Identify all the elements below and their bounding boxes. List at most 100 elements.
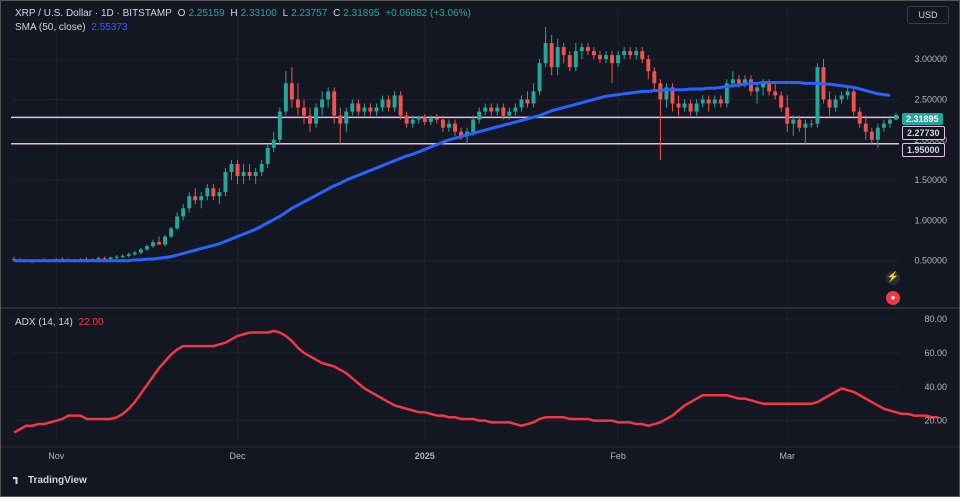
candle-body bbox=[277, 111, 282, 140]
adx-legend[interactable]: ADX (14, 14) 22.00 bbox=[15, 317, 107, 328]
sma-label: SMA (50, close) bbox=[15, 22, 86, 33]
candle-body bbox=[132, 252, 137, 255]
candle-body bbox=[446, 123, 451, 128]
close-label: C bbox=[333, 8, 341, 19]
candle-body bbox=[102, 258, 107, 260]
y-tick-label: 0.50000 bbox=[914, 256, 947, 266]
candle-body bbox=[894, 114, 898, 120]
candle-body bbox=[489, 107, 494, 112]
candle-body bbox=[640, 51, 645, 60]
currency-button[interactable]: USD bbox=[907, 6, 949, 24]
candle-body bbox=[404, 115, 409, 124]
sma-line bbox=[14, 81, 891, 263]
sma-legend[interactable]: SMA (50, close) 2.55373 bbox=[15, 22, 131, 33]
open-label: O bbox=[177, 8, 186, 19]
candle-body bbox=[150, 242, 155, 247]
candle-body bbox=[501, 107, 506, 116]
candle-body bbox=[567, 55, 572, 68]
candle-body bbox=[253, 172, 258, 177]
candle-body bbox=[682, 103, 687, 108]
x-tick-label: Mar bbox=[779, 451, 795, 461]
high-value: 2.33100 bbox=[240, 8, 277, 19]
candle-body bbox=[314, 107, 319, 124]
candle-body bbox=[211, 188, 216, 197]
candle-body bbox=[652, 71, 657, 84]
candle-body bbox=[410, 119, 415, 124]
symbol-label[interactable]: XRP / U.S. Dollar · 1D · BITSTAMP bbox=[15, 8, 172, 19]
candle-body bbox=[833, 99, 838, 108]
x-tick-label: 2025 bbox=[415, 451, 435, 461]
candle-body bbox=[471, 119, 476, 132]
candle-body bbox=[791, 119, 796, 124]
candle-body bbox=[585, 47, 590, 52]
candle-body bbox=[422, 117, 427, 123]
candle-body bbox=[749, 79, 753, 92]
candle-body bbox=[845, 91, 850, 96]
candle-body bbox=[531, 91, 536, 104]
candle-body bbox=[513, 107, 518, 112]
candle-body bbox=[259, 163, 264, 173]
candle-body bbox=[265, 147, 270, 164]
candle-body bbox=[761, 83, 766, 88]
tradingview-logo[interactable]: TradingView bbox=[13, 475, 87, 486]
candle-body bbox=[271, 139, 276, 148]
candle-body bbox=[730, 79, 735, 84]
candle-body bbox=[561, 47, 566, 56]
candle-body bbox=[616, 55, 621, 64]
tradingview-icon bbox=[13, 477, 18, 484]
candle-body bbox=[767, 83, 772, 92]
candle-body bbox=[295, 99, 300, 108]
candle-body bbox=[779, 95, 784, 108]
candle-body bbox=[453, 123, 457, 132]
candle-body bbox=[519, 99, 524, 108]
candle-body bbox=[144, 246, 149, 250]
candle-body bbox=[434, 118, 439, 120]
candle-body bbox=[247, 172, 252, 177]
candle-body bbox=[483, 107, 488, 112]
x-tick-label: Dec bbox=[230, 451, 247, 461]
candle-body bbox=[157, 242, 161, 245]
candle-body bbox=[199, 196, 204, 201]
candle-body bbox=[863, 123, 868, 132]
low-label: L bbox=[282, 8, 289, 19]
candle-body bbox=[839, 95, 844, 100]
candle-body bbox=[302, 107, 306, 116]
low-value: 2.23757 bbox=[291, 8, 328, 19]
candle-body bbox=[138, 249, 143, 253]
last-price-tag: 2.31895 bbox=[902, 113, 943, 125]
flag-icon[interactable]: ● bbox=[886, 291, 900, 305]
candle-body bbox=[392, 95, 397, 108]
x-tick-label: Feb bbox=[610, 451, 626, 461]
lightning-icon[interactable]: ⚡ bbox=[886, 271, 900, 285]
candle-body bbox=[742, 79, 747, 84]
y-tick-label: 1.50000 bbox=[914, 175, 947, 185]
candle-body bbox=[549, 43, 554, 68]
candle-body bbox=[283, 83, 288, 112]
candle-body bbox=[604, 55, 608, 60]
candle-body bbox=[386, 99, 391, 108]
candle-body bbox=[525, 99, 530, 104]
candle-body bbox=[785, 107, 790, 124]
candle-body bbox=[428, 118, 433, 123]
candle-body bbox=[114, 256, 119, 258]
candle-body bbox=[108, 257, 113, 260]
candle-body bbox=[537, 63, 542, 92]
candle-body bbox=[187, 196, 192, 209]
adx-y-tick-label: 80.00 bbox=[924, 314, 947, 324]
candle-body bbox=[356, 103, 361, 112]
candle-body bbox=[827, 99, 832, 108]
candle-body bbox=[507, 111, 512, 116]
candle-body bbox=[706, 99, 711, 104]
candle-body bbox=[555, 47, 560, 68]
candle-body bbox=[175, 216, 180, 229]
main-legend: XRP / U.S. Dollar · 1D · BITSTAMP O 2.251… bbox=[15, 8, 474, 19]
candle-body bbox=[718, 99, 723, 104]
x-tick-label: Nov bbox=[48, 451, 65, 461]
y-tick-label: 1.00000 bbox=[914, 215, 947, 225]
candle-body bbox=[320, 99, 325, 108]
candle-body bbox=[797, 119, 802, 128]
candle-body bbox=[755, 87, 760, 92]
candle-body bbox=[724, 83, 729, 104]
candle-body bbox=[634, 51, 639, 56]
